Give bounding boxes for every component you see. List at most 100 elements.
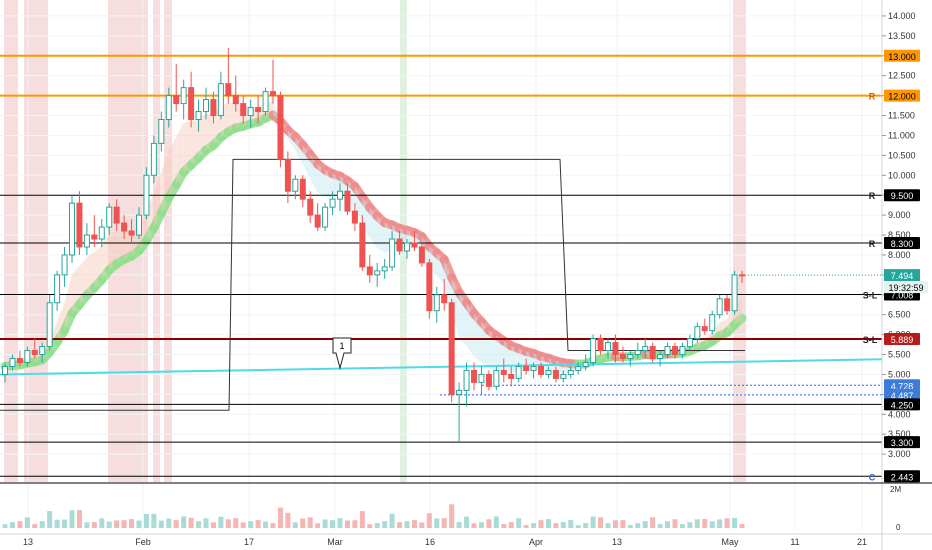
volume-bar <box>32 524 38 528</box>
volume-bar <box>501 524 507 528</box>
level-price-label: 4.250 <box>891 400 914 410</box>
candle-body <box>374 270 381 276</box>
candle-body <box>173 95 180 105</box>
volume-bar <box>203 518 209 528</box>
volume-bar <box>374 523 380 528</box>
y-tick-label: 13.500 <box>888 31 916 41</box>
candle-body <box>143 174 150 216</box>
candle-body <box>225 83 232 97</box>
volume-bar <box>598 517 604 528</box>
candle-body <box>560 373 567 379</box>
candle-body <box>98 226 105 240</box>
candle-body <box>188 87 195 121</box>
volume-bar <box>635 523 641 528</box>
y-tick-label: 11.500 <box>888 111 915 121</box>
level-price-label: 13.000 <box>888 52 916 62</box>
volume-bar <box>210 522 216 528</box>
candle-body <box>262 91 269 113</box>
candle-body <box>619 354 626 360</box>
candle-body <box>500 369 507 375</box>
volume-bar <box>188 517 194 528</box>
candle-body <box>106 206 113 228</box>
y-tick-label: 10.500 <box>888 150 916 160</box>
candle-body <box>46 302 53 348</box>
volume-bar <box>322 519 328 528</box>
y-tick-label: 14.000 <box>888 11 916 21</box>
volume-bar <box>225 519 231 528</box>
volume-bar <box>337 518 343 528</box>
candle-body <box>471 369 477 383</box>
last-price-label: 7.494 <box>891 271 914 281</box>
volume-bar <box>382 521 388 528</box>
candle-body <box>24 350 31 363</box>
level-price-label: 9.500 <box>891 191 914 201</box>
volume-bar <box>620 520 626 528</box>
volume-bar <box>650 517 656 528</box>
volume-bar <box>724 518 730 528</box>
candle-body <box>418 246 425 264</box>
candle-body <box>538 365 544 375</box>
volume-bar <box>419 522 425 528</box>
volume-bar <box>129 519 135 528</box>
candle-body <box>247 107 254 117</box>
candle-body <box>381 266 388 272</box>
y-tick-label: 6.500 <box>888 310 911 320</box>
volume-bar <box>687 522 693 528</box>
volume-bar <box>605 523 611 528</box>
candle-body <box>567 369 574 375</box>
candle-body <box>210 99 217 117</box>
candle-body <box>545 369 552 375</box>
level-price-label-bg <box>884 89 920 102</box>
volume-bar <box>426 513 432 528</box>
candle-body <box>433 294 440 312</box>
candle-body <box>515 365 522 379</box>
countdown-label: 19:32:59 <box>888 283 923 293</box>
candle-body <box>39 346 46 356</box>
volume-bar <box>9 522 15 528</box>
candle-body <box>552 369 559 379</box>
volume-bar <box>516 518 522 528</box>
candle-body <box>664 346 671 356</box>
highlight-band <box>153 0 160 482</box>
volume-axis-label: 2M <box>890 485 901 494</box>
volume-bar <box>84 522 90 528</box>
candle-body <box>426 262 433 312</box>
candle-body <box>441 294 448 304</box>
volume-bar <box>397 522 403 528</box>
volume-bar <box>583 523 589 528</box>
candle-body <box>672 346 678 356</box>
candle-body <box>612 342 619 356</box>
candle-body <box>329 198 336 208</box>
volume-bar <box>166 518 172 528</box>
volume-bar <box>642 521 648 528</box>
level-price-label-bg <box>884 388 920 401</box>
candle-body <box>31 350 38 356</box>
candle-body <box>657 354 664 360</box>
candle-body <box>232 95 239 105</box>
volume-bar <box>248 521 254 528</box>
y-tick-label: 4.000 <box>888 409 911 419</box>
level-marker: R <box>869 92 876 102</box>
volume-bar <box>545 519 551 528</box>
volume-bar <box>508 522 514 528</box>
annotation-callout[interactable]: 1 <box>332 337 352 370</box>
highlight-band <box>733 0 746 482</box>
candle-body <box>523 365 530 371</box>
candle-body <box>322 206 329 228</box>
annotation-label: 1 <box>339 341 344 351</box>
candle-body <box>61 254 68 276</box>
volume-bar <box>158 520 164 528</box>
candle-body <box>91 234 98 240</box>
candle-body <box>724 298 731 312</box>
volume-bar <box>240 522 246 528</box>
level-labels: 13.000 12.000 9.500 8.300 7.008 5.889 4.7284.4… <box>884 49 928 483</box>
candle-body <box>359 222 366 268</box>
candle-body <box>448 302 455 395</box>
candle-body <box>485 373 492 387</box>
candle-body <box>150 142 157 176</box>
volume-bar <box>531 523 537 528</box>
x-tick-label: 17 <box>244 537 254 547</box>
candle-body <box>530 365 537 371</box>
level-price-label: 5.889 <box>891 335 914 345</box>
